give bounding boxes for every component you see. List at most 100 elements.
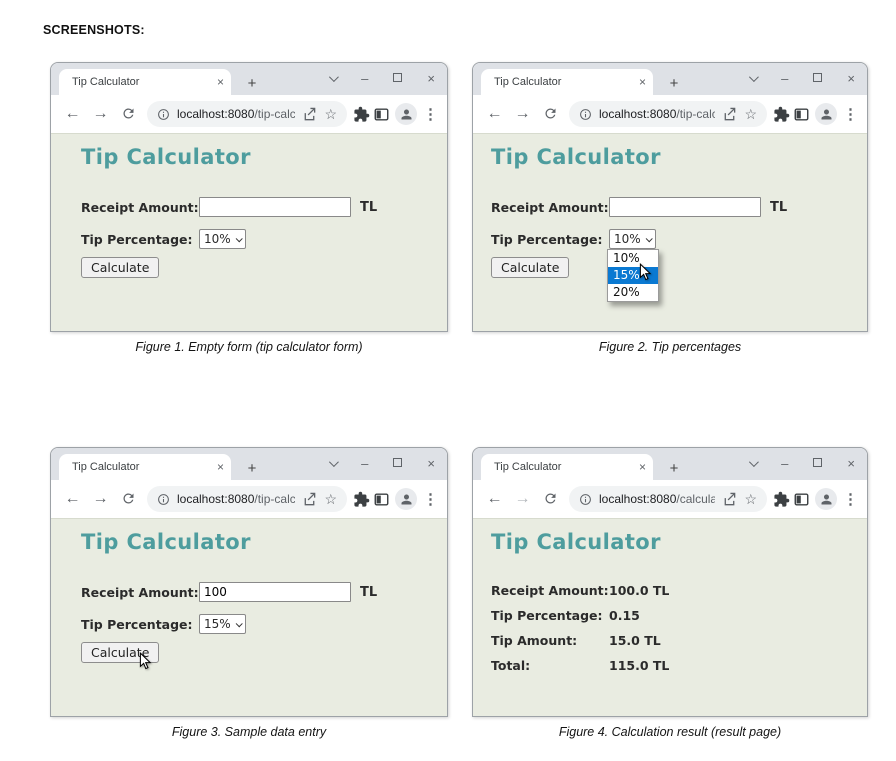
extensions-puzzle-icon[interactable]	[773, 106, 790, 123]
new-tab-button[interactable]: +	[247, 75, 257, 92]
new-tab-button[interactable]: +	[669, 460, 679, 477]
bookmark-star-icon[interactable]: ☆	[324, 491, 337, 507]
receipt-amount-label: Receipt Amount:	[81, 584, 199, 600]
profile-avatar[interactable]	[815, 488, 837, 510]
close-button[interactable]: ×	[427, 70, 435, 86]
calculate-button[interactable]: Calculate	[491, 256, 570, 278]
browser-window: Tip Calculator × + – × ← → localhost:808…	[472, 62, 868, 332]
forward-button[interactable]: →	[514, 490, 531, 507]
tab-close-icon[interactable]: ×	[216, 460, 224, 474]
app-content: Tip Calculator Receipt Amount: TL Tip Pe…	[473, 133, 867, 331]
maximize-button[interactable]	[393, 69, 403, 87]
share-icon[interactable]	[302, 492, 317, 507]
address-bar[interactable]: localhost:8080/tip-calc ☆	[147, 101, 347, 127]
browser-tab[interactable]: Tip Calculator ×	[481, 454, 653, 493]
url-text: localhost:8080/tip-calc	[177, 107, 296, 121]
address-bar[interactable]: localhost:8080/tip-calc ☆	[569, 101, 767, 127]
result-label: Total:	[491, 658, 531, 673]
minimize-button[interactable]: –	[361, 455, 369, 471]
chevron-down-icon[interactable]	[749, 69, 760, 87]
minimize-button[interactable]: –	[781, 455, 789, 471]
browser-tab[interactable]: Tip Calculator ×	[481, 69, 653, 108]
tab-close-icon[interactable]: ×	[638, 75, 646, 89]
tab-title: Tip Calculator	[72, 76, 140, 88]
share-icon[interactable]	[722, 107, 737, 122]
site-info-icon[interactable]	[579, 493, 592, 506]
reload-button[interactable]	[538, 106, 563, 122]
profile-avatar[interactable]	[395, 103, 417, 125]
profile-avatar[interactable]	[815, 103, 837, 125]
reload-button[interactable]	[538, 491, 563, 507]
tip-percentage-select[interactable]: 10%	[199, 229, 246, 249]
tab-close-icon[interactable]: ×	[216, 75, 224, 89]
reload-button[interactable]	[116, 491, 141, 507]
receipt-amount-input[interactable]	[199, 582, 351, 602]
extensions-puzzle-icon[interactable]	[353, 491, 370, 508]
back-button[interactable]: ←	[486, 105, 503, 122]
back-button[interactable]: ←	[64, 105, 81, 122]
menu-dots-icon[interactable]: ⋮	[843, 106, 858, 123]
side-panel-icon[interactable]	[793, 106, 810, 123]
result-value: 15.0 TL	[609, 633, 661, 648]
profile-avatar[interactable]	[395, 488, 417, 510]
extensions-puzzle-icon[interactable]	[353, 106, 370, 123]
new-tab-button[interactable]: +	[247, 460, 257, 477]
tip-percentage-select[interactable]: 15%	[199, 614, 246, 634]
chevron-down-icon[interactable]	[749, 454, 760, 472]
close-button[interactable]: ×	[427, 455, 435, 471]
browser-tab[interactable]: Tip Calculator ×	[59, 454, 231, 493]
app-title: Tip Calculator	[491, 145, 661, 169]
receipt-amount-label: Receipt Amount:	[81, 199, 199, 215]
result-value: 115.0 TL	[609, 658, 670, 673]
menu-dots-icon[interactable]: ⋮	[843, 491, 858, 508]
chevron-down-icon[interactable]	[329, 454, 340, 472]
forward-button[interactable]: →	[514, 105, 531, 122]
menu-dots-icon[interactable]: ⋮	[423, 106, 438, 123]
app-title: Tip Calculator	[81, 530, 251, 554]
site-info-icon[interactable]	[579, 108, 592, 121]
address-bar[interactable]: localhost:8080/calculate ☆	[569, 486, 767, 512]
bookmark-star-icon[interactable]: ☆	[744, 491, 757, 507]
back-button[interactable]: ←	[486, 490, 503, 507]
reload-button[interactable]	[116, 106, 141, 122]
browser-toolbar: ← → localhost:8080/tip-calc ☆ ⋮	[473, 95, 867, 133]
side-panel-icon[interactable]	[373, 491, 390, 508]
site-info-icon[interactable]	[157, 108, 170, 121]
new-tab-button[interactable]: +	[669, 75, 679, 92]
address-bar[interactable]: localhost:8080/tip-calc ☆	[147, 486, 347, 512]
minimize-button[interactable]: –	[361, 70, 369, 86]
share-icon[interactable]	[302, 107, 317, 122]
calculate-button[interactable]: Calculate	[81, 641, 160, 663]
chevron-down-icon[interactable]	[329, 69, 340, 87]
site-info-icon[interactable]	[157, 493, 170, 506]
tab-title: Tip Calculator	[72, 461, 140, 473]
receipt-amount-input[interactable]	[199, 197, 351, 217]
tab-strip: Tip Calculator × + – ×	[473, 63, 867, 108]
maximize-button[interactable]	[393, 454, 403, 472]
browser-toolbar: ← → localhost:8080/tip-calc ☆ ⋮	[51, 480, 447, 518]
forward-button[interactable]: →	[92, 490, 109, 507]
tab-close-icon[interactable]: ×	[638, 460, 646, 474]
app-content: Tip Calculator Receipt Amount: TL Tip Pe…	[51, 518, 447, 716]
calculate-button[interactable]: Calculate	[81, 256, 160, 278]
side-panel-icon[interactable]	[793, 491, 810, 508]
result-label: Tip Amount:	[491, 633, 578, 648]
bookmark-star-icon[interactable]: ☆	[324, 106, 337, 122]
extensions-puzzle-icon[interactable]	[773, 491, 790, 508]
maximize-button[interactable]	[813, 69, 823, 87]
close-button[interactable]: ×	[847, 70, 855, 86]
forward-button[interactable]: →	[92, 105, 109, 122]
tip-option-20[interactable]: 20%	[613, 285, 640, 299]
tip-option-10[interactable]: 10%	[613, 251, 640, 265]
back-button[interactable]: ←	[64, 490, 81, 507]
side-panel-icon[interactable]	[373, 106, 390, 123]
minimize-button[interactable]: –	[781, 70, 789, 86]
bookmark-star-icon[interactable]: ☆	[744, 106, 757, 122]
close-button[interactable]: ×	[847, 455, 855, 471]
share-icon[interactable]	[722, 492, 737, 507]
browser-tab[interactable]: Tip Calculator ×	[59, 69, 231, 108]
maximize-button[interactable]	[813, 454, 823, 472]
tip-percentage-select[interactable]: 10%	[609, 229, 656, 249]
menu-dots-icon[interactable]: ⋮	[423, 491, 438, 508]
receipt-amount-input[interactable]	[609, 197, 761, 217]
